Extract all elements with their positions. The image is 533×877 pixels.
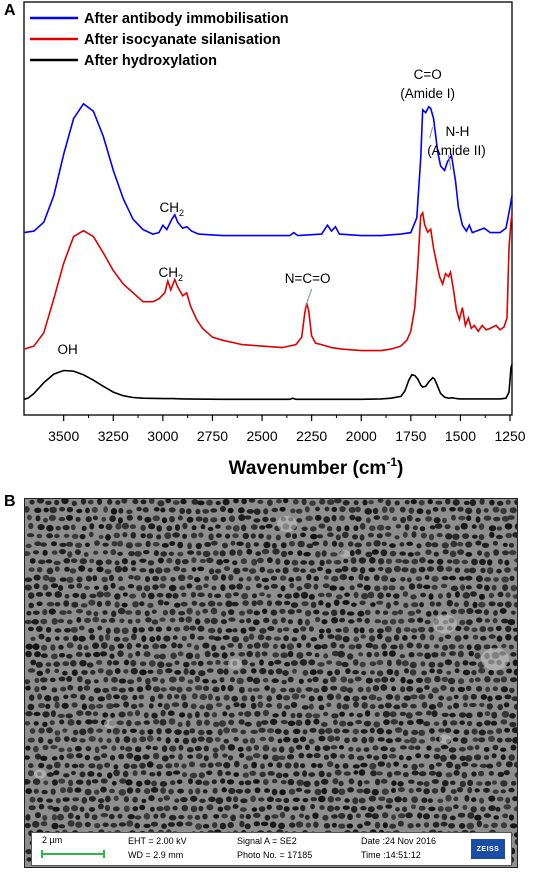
time-readout: Time :14:51:12 (361, 850, 421, 860)
x-tick-label-2000: 2000 (346, 428, 377, 444)
annotation-nco: N=C=O (285, 271, 331, 286)
x-axis: 3500 3250 3000 2750 2500 2250 2000 1750 1500 1250 (48, 415, 526, 444)
x-tick-label-3250: 3250 (98, 428, 129, 444)
x-tick-label-1250: 1250 (494, 428, 525, 444)
sem-data-bar: 2 µm EHT = 2.00 kV WD = 2.9 mm Signal A … (31, 832, 512, 866)
sem-particle (34, 769, 46, 779)
annotation-ch2-red: CH2 (159, 265, 184, 283)
scale-bar-label: 2 µm (42, 835, 63, 845)
annotation-amide1-a: C=O (414, 67, 442, 82)
wd-readout: WD = 2.9 mm (128, 850, 184, 860)
legend-label-2: After isocyanate silanisation (84, 32, 281, 48)
x-tick-label-2500: 2500 (246, 428, 277, 444)
photo-number: Photo No. = 17185 (237, 850, 313, 860)
x-tick-label-3000: 3000 (147, 428, 178, 444)
legend-label-3: After hydroxylation (84, 53, 217, 69)
plot-frame (23, 1, 513, 416)
sem-particle (439, 734, 451, 744)
annotations: CH2 CH2 N=C=O OH C=O (Amide I) N-H (Amide II) (58, 67, 486, 357)
annotation-amide2-a: N-H (445, 124, 469, 139)
annotation-ch2-blue: CH2 (160, 200, 185, 218)
eht-readout: EHT = 2.00 kV (128, 836, 187, 846)
legend: After antibody immobilisation After isocy… (30, 11, 289, 69)
sem-particle (433, 614, 457, 634)
sem-particle (481, 647, 509, 671)
x-tick-label-2250: 2250 (296, 428, 327, 444)
ftir-chart: After antibody immobilisation After isocy… (23, 1, 526, 479)
x-tick-label-3500: 3500 (48, 428, 79, 444)
series-line-2 (23, 210, 513, 352)
scale-bar (41, 850, 105, 858)
panel-a-label: A (4, 2, 16, 19)
x-tick-label-2750: 2750 (197, 428, 228, 444)
series-line-1 (23, 102, 513, 237)
annotation-amide2-b: (Amide II) (427, 143, 486, 158)
annotation-oh: OH (58, 342, 78, 357)
x-tick-label-1500: 1500 (445, 428, 476, 444)
panel-b-label: B (4, 493, 16, 510)
series-line-3 (23, 363, 513, 401)
annotation-amide1-b: (Amide I) (400, 86, 455, 101)
leader-amide2 (448, 154, 452, 171)
series-layer (23, 102, 513, 401)
sem-particle (104, 719, 116, 729)
date-readout: Date :24 Nov 2016 (361, 836, 437, 846)
leader-nco (304, 288, 313, 310)
signal-readout: Signal A = SE2 (237, 836, 297, 846)
x-tick-label-1750: 1750 (395, 428, 426, 444)
sem-particle (340, 550, 350, 558)
leader-amide1 (429, 126, 434, 139)
zeiss-logo: ZEISS (471, 839, 505, 859)
x-axis-label: Wavenumber (cm-1) (229, 455, 404, 479)
sem-texture (25, 499, 517, 867)
sem-particle (228, 658, 242, 670)
sem-image: 2 µm EHT = 2.00 kV WD = 2.9 mm Signal A … (24, 498, 518, 868)
legend-label-1: After antibody immobilisation (84, 11, 289, 27)
sem-particle (277, 516, 297, 532)
